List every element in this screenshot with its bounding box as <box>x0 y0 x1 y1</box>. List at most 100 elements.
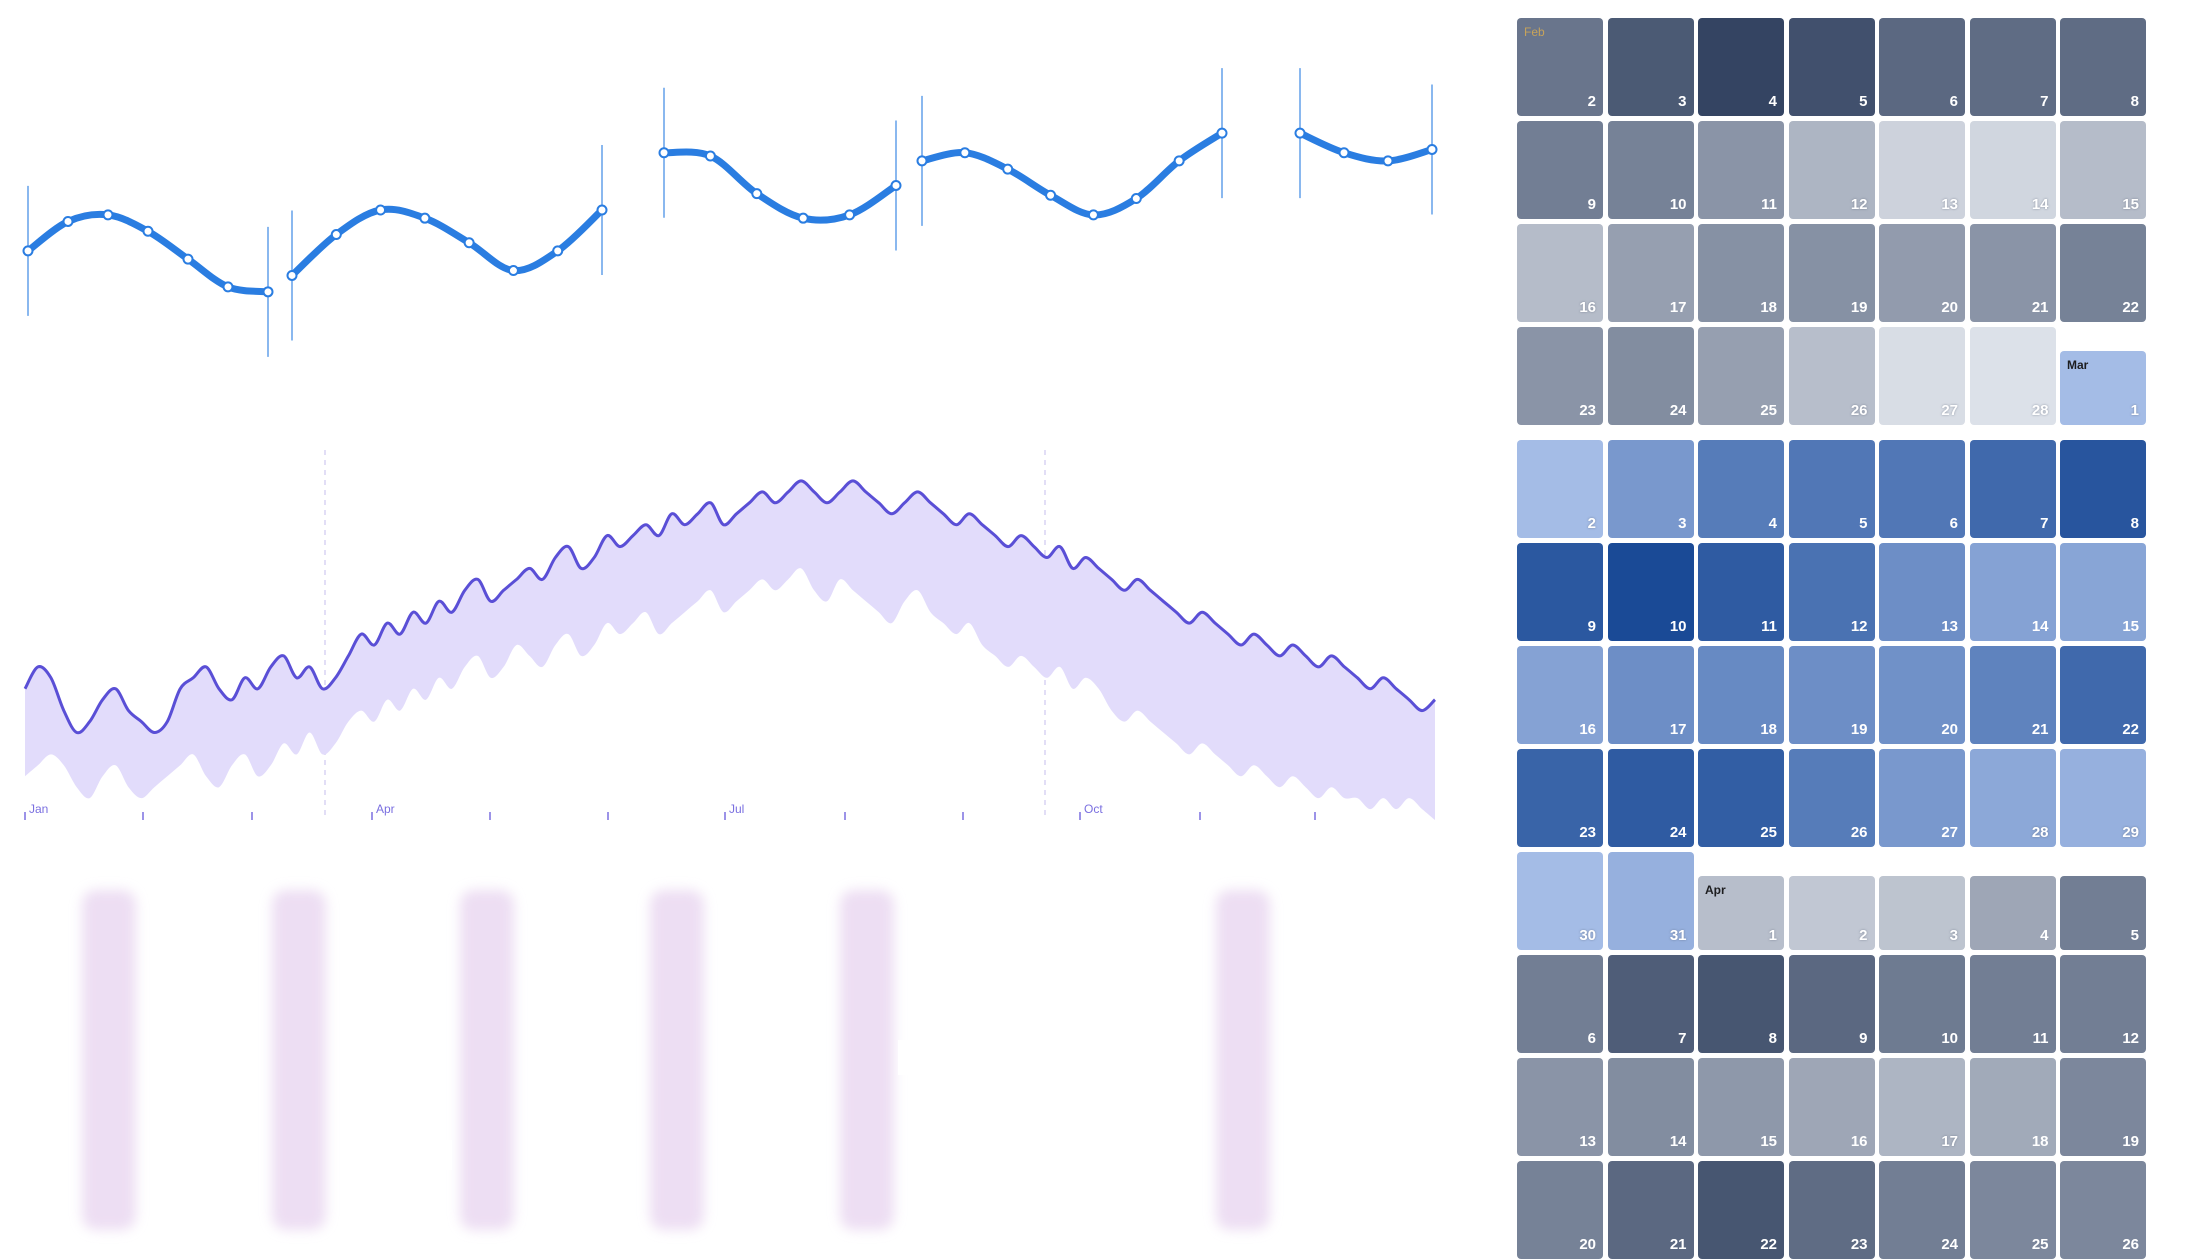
calendar-day-number: 21 <box>1669 1236 1687 1253</box>
calendar-day-cell[interactable]: 3 <box>1607 18 1694 116</box>
calendar-day-cell[interactable]: 7 <box>1969 440 2056 538</box>
calendar-day-cell[interactable]: 4 <box>1698 440 1784 538</box>
calendar-day-cell[interactable]: 12 <box>1788 543 1875 641</box>
calendar-day-cell[interactable]: 21 <box>1969 224 2056 322</box>
calendar-day-cell[interactable]: 16 <box>1788 1058 1875 1156</box>
calendar-day-cell[interactable]: 25 <box>1969 1161 2056 1259</box>
calendar-day-cell[interactable]: 10 <box>1879 955 1965 1053</box>
calendar-day-cell[interactable]: 27 <box>1879 749 1965 847</box>
calendar-day-cell[interactable]: 20 <box>1517 1161 1603 1259</box>
upper-line-segment <box>918 129 1226 219</box>
calendar-day-cell[interactable]: 12 <box>1788 121 1875 219</box>
calendar-day-cell[interactable]: 25 <box>1698 749 1784 847</box>
calendar-day-number: 21 <box>2031 299 2049 316</box>
calendar-day-cell[interactable]: 18 <box>1698 646 1784 744</box>
calendar-day-cell[interactable]: 24 <box>1607 749 1694 847</box>
calendar-day-cell[interactable]: 29 <box>2060 749 2146 847</box>
calendar-day-cell[interactable]: 22 <box>2060 224 2146 322</box>
calendar-day-cell[interactable]: 3 <box>1879 876 1965 950</box>
calendar-day-number: 30 <box>1579 927 1596 944</box>
calendar-day-cell[interactable]: 19 <box>1788 646 1875 744</box>
calendar-day-number: 4 <box>1768 93 1777 110</box>
calendar-day-cell[interactable]: 11 <box>1698 543 1784 641</box>
calendar-day-cell[interactable]: 15 <box>2060 543 2146 641</box>
calendar-day-cell[interactable]: 27 <box>1879 327 1965 425</box>
calendar-day-cell[interactable]: 5 <box>2060 876 2146 950</box>
calendar-day-cell[interactable]: 21 <box>1969 646 2056 744</box>
calendar-day-cell[interactable]: 4 <box>1969 876 2056 950</box>
calendar-day-cell[interactable]: 28 <box>1969 749 2056 847</box>
calendar-day-number: 17 <box>1669 721 1687 738</box>
calendar-day-cell[interactable]: 4 <box>1698 18 1784 116</box>
calendar-day-number: 7 <box>1678 1030 1687 1047</box>
calendar-day-cell[interactable]: 23 <box>1517 749 1603 847</box>
calendar-month-label: Mar <box>2067 358 2089 372</box>
calendar-day-cell[interactable]: 6 <box>1879 440 1965 538</box>
calendar-day-cell[interactable]: 17 <box>1607 646 1694 744</box>
calendar-day-cell[interactable]: 26 <box>2060 1161 2146 1259</box>
calendar-day-cell[interactable]: 23 <box>1788 1161 1875 1259</box>
calendar-day-cell[interactable]: 13 <box>1517 1058 1603 1156</box>
calendar-day-number: 9 <box>1587 618 1596 635</box>
calendar-day-cell[interactable]: 22 <box>1698 1161 1784 1259</box>
calendar-day-cell[interactable]: 16 <box>1517 224 1603 322</box>
upper-line-point <box>102 209 114 221</box>
calendar-day-cell[interactable]: 13 <box>1879 543 1965 641</box>
calendar-day-cell[interactable]: 6 <box>1879 18 1965 116</box>
calendar-day-cell[interactable]: 2 <box>1517 440 1603 538</box>
upper-line-point <box>507 265 519 277</box>
calendar-day-cell[interactable]: 13 <box>1879 121 1965 219</box>
calendar-day-cell[interactable]: 8 <box>1698 955 1784 1053</box>
calendar-day-cell[interactable]: 15 <box>1698 1058 1784 1156</box>
calendar-day-cell[interactable]: 8 <box>2060 18 2146 116</box>
calendar-day-cell[interactable]: 15 <box>2060 121 2146 219</box>
calendar-day-cell[interactable]: 22 <box>2060 646 2146 744</box>
calendar-day-cell[interactable]: 16 <box>1517 646 1603 744</box>
calendar-day-cell[interactable]: Feb 2 <box>1517 18 1603 116</box>
calendar-day-cell[interactable]: 31 <box>1607 852 1694 950</box>
calendar-day-cell[interactable]: 11 <box>1969 955 2056 1053</box>
calendar-day-cell[interactable]: 10 <box>1607 543 1694 641</box>
calendar-day-cell[interactable]: 25 <box>1698 327 1784 425</box>
calendar-day-cell[interactable]: 9 <box>1788 955 1875 1053</box>
band-line <box>23 479 1437 735</box>
calendar-day-cell[interactable]: 21 <box>1607 1161 1694 1259</box>
calendar-day-cell[interactable]: 19 <box>1788 224 1875 322</box>
calendar-day-cell[interactable]: 7 <box>1607 955 1694 1053</box>
calendar-day-cell[interactable]: 20 <box>1879 646 1965 744</box>
calendar-day-cell[interactable]: 2 <box>1788 876 1875 950</box>
calendar-day-cell[interactable]: 18 <box>1969 1058 2056 1156</box>
calendar-day-cell[interactable]: 17 <box>1879 1058 1965 1156</box>
calendar-day-cell[interactable]: 9 <box>1517 543 1603 641</box>
calendar-day-number: 23 <box>1579 402 1596 419</box>
calendar-day-cell[interactable]: 14 <box>1969 543 2056 641</box>
calendar-day-cell[interactable]: 14 <box>1607 1058 1694 1156</box>
calendar-day-cell[interactable]: 5 <box>1788 18 1875 116</box>
calendar-day-cell[interactable]: 5 <box>1788 440 1875 538</box>
calendar-day-cell[interactable]: 12 <box>2060 955 2146 1053</box>
calendar-day-cell[interactable]: 17 <box>1607 224 1694 322</box>
calendar-day-cell[interactable]: 14 <box>1969 121 2056 219</box>
calendar-day-cell[interactable]: 9 <box>1517 121 1603 219</box>
calendar-day-cell[interactable]: 19 <box>2060 1058 2146 1156</box>
calendar-day-cell[interactable]: 24 <box>1879 1161 1965 1259</box>
calendar-day-cell[interactable]: 18 <box>1698 224 1784 322</box>
calendar-day-cell[interactable]: 7 <box>1969 18 2056 116</box>
calendar-day-cell[interactable]: 30 <box>1517 852 1603 950</box>
calendar-day-cell[interactable]: 26 <box>1788 749 1875 847</box>
calendar-day-cell[interactable]: 8 <box>2060 440 2146 538</box>
calendar-day-cell[interactable]: 28 <box>1969 327 2056 425</box>
calendar-day-cell[interactable]: 26 <box>1788 327 1875 425</box>
calendar-day-cell[interactable]: 10 <box>1607 121 1694 219</box>
upper-line-point <box>959 147 971 159</box>
calendar-day-cell[interactable]: 3 <box>1607 440 1694 538</box>
calendar-day-cell[interactable]: 6 <box>1517 955 1603 1053</box>
calendar-day-cell[interactable]: 24 <box>1607 327 1694 425</box>
calendar-day-cell[interactable]: 11 <box>1698 121 1784 219</box>
calendar-day-cell[interactable]: 23 <box>1517 327 1603 425</box>
calendar-day-number: 15 <box>1760 1133 1777 1150</box>
calendar-day-cell[interactable]: 20 <box>1879 224 1965 322</box>
calendar-day-cell[interactable]: Mar 1 <box>2060 351 2146 425</box>
calendar-day-cell[interactable]: Apr 1 <box>1698 876 1784 950</box>
calendar-day-number: 26 <box>1850 824 1868 841</box>
